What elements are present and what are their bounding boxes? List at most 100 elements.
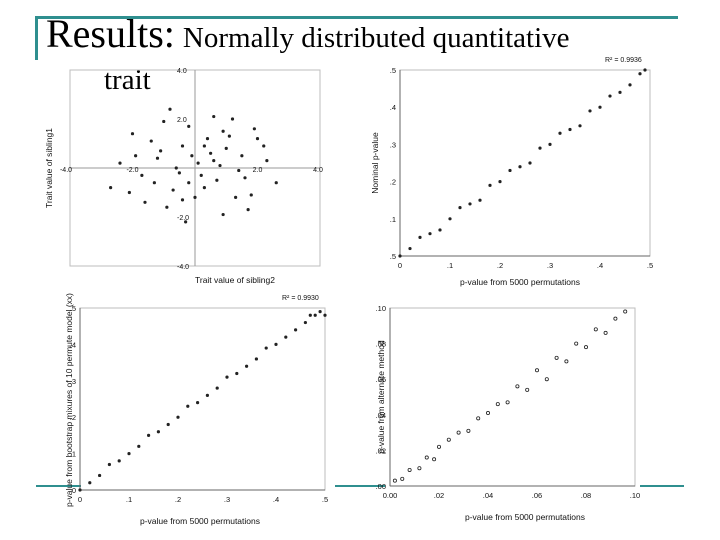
data-point — [438, 228, 442, 232]
y-tick-label: -2.0 — [177, 215, 189, 222]
data-point — [107, 462, 112, 467]
data-point — [623, 309, 628, 314]
data-point — [143, 200, 147, 204]
x-tick-label: .2 — [175, 495, 181, 504]
title-rest: Normally distributed quantitative — [182, 22, 570, 54]
data-point — [149, 139, 153, 143]
x-axis-label: Trait value of sibling2 — [195, 275, 275, 285]
data-point — [318, 310, 322, 314]
data-point — [548, 142, 552, 146]
y-tick-label: .2 — [70, 413, 76, 422]
data-point — [407, 467, 412, 472]
x-tick-label: .2 — [497, 261, 503, 270]
data-point — [262, 144, 266, 148]
data-point — [466, 428, 471, 433]
data-point — [264, 346, 268, 350]
data-point — [127, 451, 131, 456]
x-tick-label: -4.0 — [60, 167, 72, 174]
data-point — [202, 186, 206, 190]
y-axis-label: p-value from alternate method — [376, 340, 386, 454]
data-point — [436, 444, 441, 449]
y-axis-label: Nominal p-value — [370, 132, 380, 194]
y-tick-label: -4.0 — [177, 264, 189, 271]
y-tick-label: 2.0 — [177, 117, 187, 124]
accent-line-mid-left — [36, 485, 81, 487]
data-point — [159, 149, 163, 153]
data-point — [265, 159, 269, 163]
data-point — [284, 335, 288, 339]
x-tick-label: .06 — [532, 491, 542, 500]
data-point — [156, 430, 160, 434]
data-point — [528, 161, 532, 165]
y-axis-label: Trait value of sibling1 — [44, 128, 54, 208]
y-tick-label: .3 — [70, 377, 76, 386]
data-point — [603, 330, 608, 335]
data-point — [323, 313, 327, 317]
y-tick-label: .5 — [70, 304, 76, 313]
data-point — [417, 466, 422, 471]
data-point — [162, 119, 166, 124]
data-point — [165, 205, 169, 209]
x-tick-label: .1 — [447, 261, 453, 270]
x-tick-label: .4 — [273, 495, 279, 504]
data-point — [303, 320, 307, 325]
data-point — [234, 195, 238, 199]
accent-line-left — [35, 16, 38, 60]
data-point — [127, 190, 131, 195]
data-point — [588, 109, 592, 113]
data-point — [535, 368, 540, 373]
data-point — [638, 72, 642, 76]
x-tick-label: 0 — [78, 495, 82, 504]
data-point — [495, 402, 500, 407]
data-point — [432, 457, 437, 462]
y-tick-label: .3 — [390, 140, 396, 149]
plot-frame — [399, 69, 651, 257]
x-tick-label: .1 — [126, 495, 132, 504]
data-point — [593, 327, 598, 332]
data-point — [468, 202, 472, 206]
data-point — [152, 181, 156, 185]
data-point — [134, 154, 138, 158]
data-point — [428, 232, 432, 236]
data-point — [118, 161, 122, 165]
y-tick-label: .4 — [390, 103, 396, 112]
data-point — [252, 127, 256, 131]
data-point — [245, 364, 249, 368]
data-point — [215, 178, 219, 182]
data-point — [448, 217, 452, 221]
data-point — [212, 114, 216, 119]
data-point — [221, 212, 225, 217]
data-point — [578, 124, 582, 128]
panel-nominal-vs-permutation: 0 .1 .2 .3 .4 .5 .5 .4 .3 .2 .1 .5 p-value from 5000… — [370, 57, 653, 287]
data-point — [212, 159, 216, 163]
data-point — [168, 107, 172, 111]
data-point — [564, 359, 569, 364]
data-point — [458, 206, 462, 210]
data-point — [177, 171, 181, 175]
data-point — [184, 220, 188, 224]
data-point — [246, 208, 250, 212]
data-point — [400, 476, 405, 481]
data-point — [225, 375, 229, 379]
data-point — [147, 433, 151, 437]
data-point — [598, 105, 602, 109]
accent-line-top — [35, 16, 678, 19]
data-point — [643, 68, 647, 72]
data-point — [618, 90, 622, 94]
y-tick-label: .00 — [376, 482, 386, 491]
data-point — [196, 401, 200, 405]
y-tick-label: .5 — [390, 66, 396, 75]
data-point — [485, 411, 490, 416]
data-point — [109, 186, 113, 190]
panel-sibling-traits: -4.0 -2.0 2.0 4.0 4.0 2.0 -2.0 -4.0 Trait value … — [44, 68, 323, 285]
y-tick-label: .06 — [376, 375, 386, 384]
data-point — [515, 384, 520, 389]
data-point — [140, 173, 144, 177]
data-point — [558, 131, 562, 135]
data-point — [209, 151, 213, 155]
data-point — [221, 129, 225, 133]
x-tick-label: 0.00 — [383, 491, 398, 500]
data-point — [249, 193, 253, 197]
accent-line-mid-center — [335, 485, 385, 487]
